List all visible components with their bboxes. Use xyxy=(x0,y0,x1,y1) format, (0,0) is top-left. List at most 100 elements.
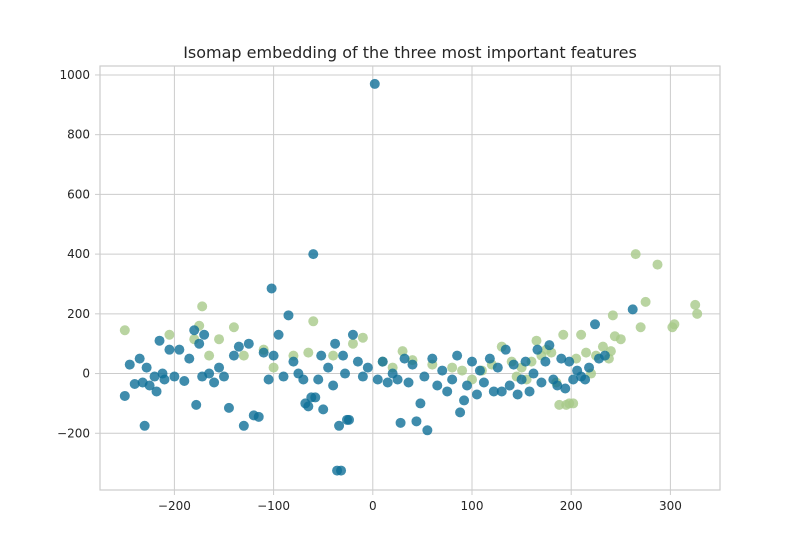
data-point-series-2 xyxy=(243,338,254,349)
data-point-series-2 xyxy=(303,401,314,412)
data-point-series-2 xyxy=(524,386,535,397)
x-axis-ticks: −200 −100 0 100 200 300 xyxy=(158,490,682,513)
data-point-series-2 xyxy=(313,374,324,385)
data-point-series-2 xyxy=(459,395,470,406)
data-point-series-2 xyxy=(134,353,145,364)
data-point-series-1 xyxy=(581,347,592,358)
data-point-series-2 xyxy=(263,374,274,385)
data-point-series-2 xyxy=(323,362,334,373)
grid-lines xyxy=(100,66,720,490)
data-point-series-1 xyxy=(692,308,703,319)
data-point-series-2 xyxy=(556,353,567,364)
data-point-series-2 xyxy=(357,371,368,382)
data-point-series-2 xyxy=(149,371,160,382)
data-point-series-1 xyxy=(630,249,641,260)
data-point-series-2 xyxy=(442,386,453,397)
data-point-series-2 xyxy=(508,359,519,370)
data-point-series-2 xyxy=(316,350,327,361)
data-point-series-1 xyxy=(328,350,339,361)
data-point-series-1 xyxy=(558,329,569,340)
data-point-series-2 xyxy=(532,344,543,355)
data-point-series-2 xyxy=(560,383,571,394)
data-point-series-1 xyxy=(652,259,663,270)
y-tick-label: 400 xyxy=(67,247,90,261)
x-tick-label: −100 xyxy=(257,499,290,513)
data-point-series-1 xyxy=(635,322,646,333)
data-point-series-2 xyxy=(184,353,195,364)
data-point-series-2 xyxy=(330,338,341,349)
data-point-series-2 xyxy=(164,344,175,355)
data-point-series-2 xyxy=(129,379,140,389)
data-point-series-2 xyxy=(544,340,555,351)
data-point-series-2 xyxy=(352,356,363,367)
data-point-series-1 xyxy=(597,341,608,352)
data-point-series-2 xyxy=(119,390,130,401)
axes-frame xyxy=(99,65,721,491)
data-point-series-2 xyxy=(437,365,448,376)
data-point-series-1 xyxy=(531,335,542,346)
data-point-series-2 xyxy=(471,389,482,400)
data-point-series-2 xyxy=(214,362,225,373)
data-point-series-2 xyxy=(238,420,249,431)
data-point-series-1 xyxy=(164,329,175,340)
data-point-series-2 xyxy=(336,465,347,476)
data-point-series-1 xyxy=(690,299,701,310)
data-point-series-1 xyxy=(457,365,468,376)
data-point-series-2 xyxy=(500,344,511,355)
data-point-series-2 xyxy=(564,356,575,367)
data-point-series-2 xyxy=(580,374,591,385)
data-point-series-2 xyxy=(318,404,329,415)
data-point-series-1 xyxy=(554,399,565,410)
data-point-series-2 xyxy=(403,377,414,388)
data-point-series-2 xyxy=(474,365,485,376)
data-point-series-1 xyxy=(607,310,618,321)
data-point-series-2 xyxy=(233,341,244,352)
data-point-series-1 xyxy=(228,322,239,333)
data-point-series-2 xyxy=(334,420,345,431)
data-point-series-2 xyxy=(568,374,579,385)
x-tick-label: 0 xyxy=(369,499,377,513)
data-point-series-2 xyxy=(427,353,438,364)
data-point-series-2 xyxy=(308,249,319,260)
data-point-series-2 xyxy=(528,368,539,379)
data-point-series-2 xyxy=(278,371,289,382)
data-point-series-2 xyxy=(151,386,162,397)
y-tick-label: 800 xyxy=(67,128,90,142)
data-point-series-2 xyxy=(462,380,473,391)
x-tick-label: −200 xyxy=(158,499,191,513)
data-point-series-2 xyxy=(422,425,433,436)
data-point-series-1 xyxy=(238,350,249,361)
data-point-series-2 xyxy=(488,386,499,397)
data-point-series-1 xyxy=(214,334,225,345)
data-point-series-2 xyxy=(228,350,239,361)
data-point-series-2 xyxy=(492,362,503,373)
data-point-series-2 xyxy=(144,380,155,391)
data-points xyxy=(119,78,703,476)
data-point-series-2 xyxy=(504,380,515,391)
x-tick-label: 100 xyxy=(461,499,484,513)
data-point-series-1 xyxy=(640,296,651,307)
data-point-series-2 xyxy=(540,356,551,367)
data-point-series-2 xyxy=(204,368,215,379)
data-point-series-2 xyxy=(407,359,418,370)
data-point-series-2 xyxy=(599,350,610,361)
data-point-series-2 xyxy=(455,407,466,418)
y-tick-label: 1000 xyxy=(59,68,90,82)
data-point-series-1 xyxy=(357,332,368,343)
data-point-series-2 xyxy=(273,329,284,340)
data-point-series-2 xyxy=(268,350,279,361)
data-point-series-2 xyxy=(362,362,373,373)
data-point-series-2 xyxy=(154,335,165,346)
data-point-series-2 xyxy=(141,362,152,373)
data-point-series-2 xyxy=(447,374,458,385)
data-point-series-1 xyxy=(669,319,680,330)
data-point-series-2 xyxy=(399,353,410,364)
data-point-series-2 xyxy=(392,374,403,385)
data-point-series-2 xyxy=(516,374,527,385)
data-point-series-1 xyxy=(197,301,208,312)
data-point-series-2 xyxy=(338,350,349,361)
y-tick-label: −200 xyxy=(57,426,90,440)
data-point-series-1 xyxy=(576,329,587,340)
data-point-series-2 xyxy=(343,414,354,425)
